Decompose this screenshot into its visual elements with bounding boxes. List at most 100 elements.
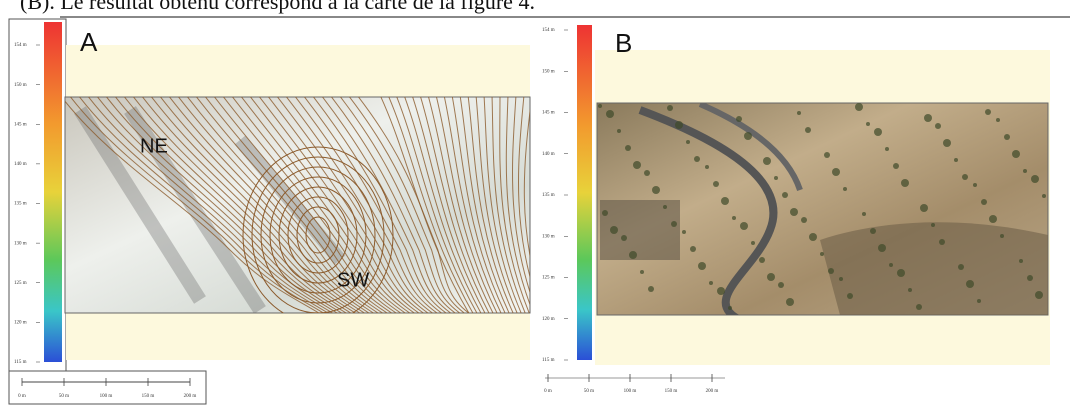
elevation-label: 150 m [542, 69, 555, 74]
tree [1000, 234, 1004, 238]
tree [767, 273, 775, 281]
tree [717, 287, 725, 295]
tree [977, 299, 981, 303]
tree [1004, 134, 1010, 140]
tree [889, 263, 893, 267]
elevation-label: 140 m [542, 152, 555, 157]
color-bar [577, 25, 592, 360]
tree [805, 127, 811, 133]
tree [866, 122, 870, 126]
tree [1035, 291, 1043, 299]
tree [843, 187, 847, 191]
tree [939, 239, 945, 245]
tree [790, 208, 798, 216]
tree [920, 204, 928, 212]
tree [897, 269, 905, 277]
tree [736, 116, 742, 122]
tree [633, 161, 641, 169]
elevation-label: 154 m [542, 28, 555, 33]
tree [916, 304, 922, 310]
tree [973, 183, 977, 187]
tree [924, 114, 932, 122]
tree [690, 246, 696, 252]
tree [966, 280, 974, 288]
scale-label: 200 m [706, 389, 719, 394]
tree [1027, 275, 1033, 281]
tree [640, 270, 644, 274]
tree [874, 128, 882, 136]
scale-label: 50 m [584, 389, 594, 394]
tree [855, 103, 863, 111]
tree [893, 163, 899, 169]
scale-label: 150 m [142, 394, 155, 399]
tree [721, 197, 729, 205]
tree [981, 199, 987, 205]
scale-label: 0 m [544, 389, 552, 394]
tree [625, 145, 631, 151]
tree [901, 179, 909, 187]
tree [732, 216, 736, 220]
tree [943, 139, 951, 147]
tree [809, 233, 817, 241]
tree [606, 110, 614, 118]
elevation-label: 135 m [542, 193, 555, 198]
tree [652, 186, 660, 194]
tree [1042, 194, 1046, 198]
tree [617, 129, 621, 133]
elevation-label: 130 m [14, 241, 27, 246]
tree [828, 268, 834, 274]
page: {"caption": "(B). Le résultat obtenu cor… [0, 0, 1081, 410]
tree [870, 228, 876, 234]
tree [648, 286, 654, 292]
tree [728, 306, 732, 310]
elevation-label: 154 m [14, 43, 27, 48]
tree [763, 157, 771, 165]
tree [989, 215, 997, 223]
tree [682, 230, 686, 234]
tree [878, 244, 886, 252]
elevation-label: 125 m [14, 281, 27, 286]
scale-label: 100 m [100, 394, 113, 399]
tree [782, 192, 788, 198]
figure: (B). Le résultat obtenu correspond à la … [0, 0, 1081, 410]
tree [885, 147, 889, 151]
tree [962, 174, 968, 180]
tree [801, 217, 807, 223]
color-bar [44, 22, 62, 362]
scale-label: 50 m [59, 394, 69, 399]
tree [602, 210, 608, 216]
tree [740, 222, 748, 230]
tree [985, 109, 991, 115]
tree [694, 156, 700, 162]
tree [839, 277, 843, 281]
tree [663, 205, 667, 209]
tree [1019, 259, 1023, 263]
tree [675, 121, 683, 129]
tree [797, 111, 801, 115]
tree [759, 257, 765, 263]
elevation-label: 115 m [14, 360, 27, 365]
elevation-label: 125 m [542, 276, 555, 281]
scale-label: 100 m [624, 389, 637, 394]
tree [778, 282, 784, 288]
tree [954, 158, 958, 162]
tree [621, 235, 627, 241]
elevation-label: 115 m [542, 358, 555, 363]
tree [935, 123, 941, 129]
annotation: NE [140, 135, 168, 157]
scale-label: 0 m [18, 394, 26, 399]
tree [996, 118, 1000, 122]
tree [610, 226, 618, 234]
tree [644, 170, 650, 176]
elevation-label: 135 m [14, 202, 27, 207]
elevation-label: 150 m [14, 83, 27, 88]
elevation-label: 145 m [14, 122, 27, 127]
tree [705, 165, 709, 169]
scale-label: 200 m [184, 394, 197, 399]
tree [908, 288, 912, 292]
panel-label: B [615, 28, 632, 58]
tree [862, 212, 866, 216]
elevation-label: 120 m [542, 317, 555, 322]
tree [744, 132, 752, 140]
tree [686, 140, 690, 144]
